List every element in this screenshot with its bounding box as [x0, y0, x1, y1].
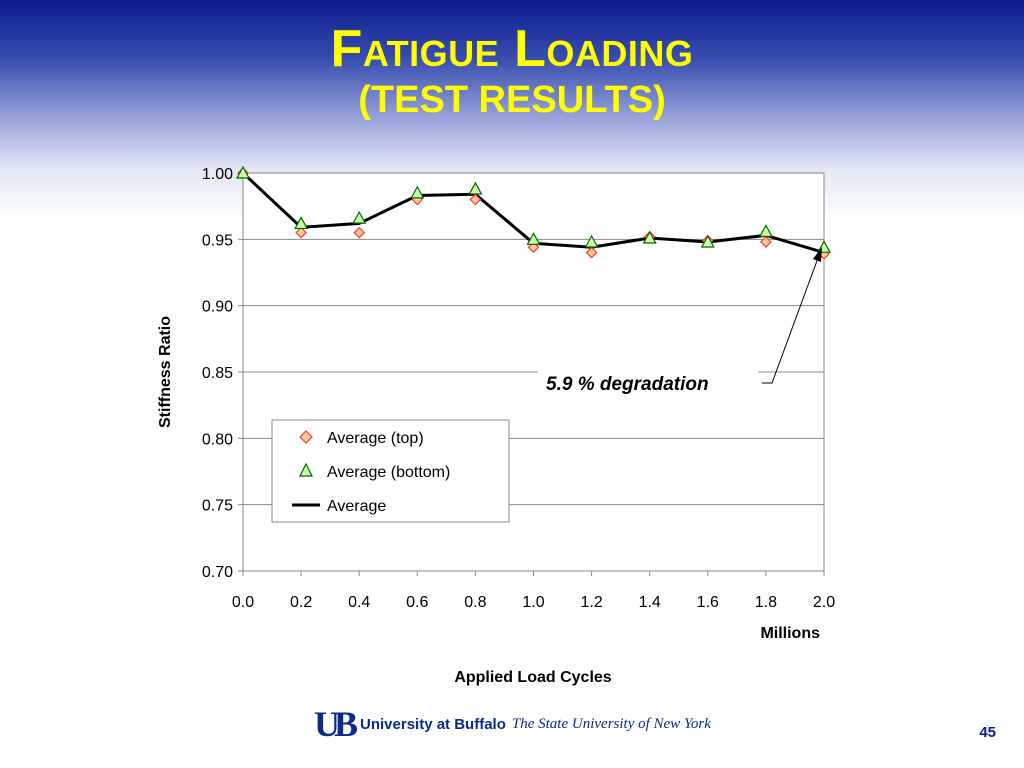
y-tick-label: 0.95	[202, 232, 233, 249]
x-tick-labels: 0.0 0.2 0.4 0.6 0.8 1.0 1.2 1.4 1.6 1.8 2.0	[232, 594, 835, 611]
y-axis-label: Stiffness Ratio	[157, 316, 174, 428]
annotation-box	[538, 368, 758, 398]
y-tick-label: 0.90	[202, 299, 233, 316]
page-number: 45	[979, 724, 996, 741]
x-tick-label: 0.0	[232, 594, 254, 611]
title-line-2: (TEST RESULTS)	[358, 78, 666, 121]
x-tick-label: 1.6	[697, 594, 719, 611]
y-tick-label: 0.75	[202, 498, 233, 515]
x-tick-label: 1.0	[522, 594, 544, 611]
y-tick-labels: 0.70 0.75 0.80 0.85 0.90 0.95 1.00	[202, 166, 233, 581]
annotation-arrowhead	[813, 247, 822, 262]
point-average-top	[760, 236, 772, 248]
title-line-1: Fatigue Loading	[330, 20, 694, 78]
x-tick-label: 0.2	[290, 594, 312, 611]
x-tick-label: 0.6	[406, 594, 428, 611]
x-tick-label: 1.8	[755, 594, 777, 611]
legend-triangle-icon	[299, 462, 313, 477]
x-tick-label: 2.0	[813, 594, 835, 611]
ub-logo-icon: UB	[314, 704, 358, 744]
y-tick-label: 1.00	[202, 166, 233, 183]
legend-label-bottom: Average (bottom)	[327, 464, 450, 481]
point-average-bottom	[700, 234, 715, 248]
point-average-top	[469, 193, 482, 206]
point-average-bottom	[294, 216, 309, 230]
point-average-bottom	[352, 210, 367, 224]
point-average-bottom	[410, 185, 425, 199]
point-average-top	[353, 226, 366, 239]
x-tick-label: 1.2	[580, 594, 602, 611]
annotation-text: 5.9 % degradation	[546, 374, 709, 395]
y-tick-label: 0.70	[202, 564, 233, 581]
point-average-bottom	[526, 232, 541, 245]
university-name: University at Buffalo	[360, 715, 506, 733]
x-axis-label: Applied Load Cycles	[454, 669, 611, 686]
slide-title: Fatigue Loading (TEST RESULTS)	[0, 22, 1024, 120]
point-average-top	[585, 246, 598, 259]
point-average-bottom	[468, 181, 483, 195]
y-tick-label: 0.80	[202, 431, 233, 448]
point-average-bottom	[642, 230, 657, 244]
point-average-bottom	[584, 234, 599, 248]
point-average-top	[295, 226, 307, 239]
y-tick-label: 0.85	[202, 365, 233, 382]
point-average-bottom	[235, 165, 251, 179]
legend-label-top: Average (top)	[327, 430, 424, 447]
university-logo: UB University at Buffalo The State Unive…	[314, 704, 711, 744]
point-average-bottom	[758, 224, 773, 237]
x-tick-label: 0.8	[464, 594, 486, 611]
university-subtitle: The State University of New York	[511, 715, 711, 732]
x-unit-label: Millions	[760, 625, 820, 642]
x-tick-label: 0.4	[348, 594, 370, 611]
annotation-arrow-line	[762, 257, 819, 384]
legend-diamond-icon	[299, 430, 313, 444]
legend-label-average: Average	[327, 498, 386, 515]
x-tick-label: 1.4	[639, 594, 661, 611]
